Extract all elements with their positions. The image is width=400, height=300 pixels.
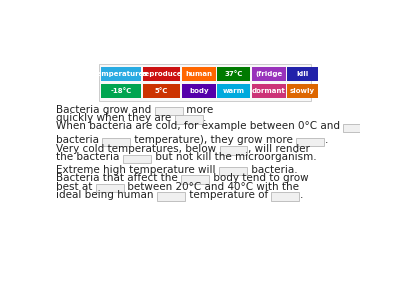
Text: warm: warm [223, 88, 245, 94]
Text: .: . [300, 190, 303, 200]
Text: (fridge: (fridge [255, 71, 282, 77]
Text: temperature), they grow more: temperature), they grow more [131, 135, 296, 145]
Text: more: more [183, 104, 214, 115]
Text: between 20°C and 40°C with the: between 20°C and 40°C with the [124, 182, 300, 191]
Text: but not kill the microorganism.: but not kill the microorganism. [152, 152, 316, 162]
FancyBboxPatch shape [143, 67, 180, 81]
FancyBboxPatch shape [182, 67, 216, 81]
Text: 37°C: 37°C [224, 71, 243, 77]
Text: .: . [203, 113, 207, 123]
FancyBboxPatch shape [175, 115, 202, 124]
Text: Bacteria that affect the: Bacteria that affect the [56, 173, 181, 183]
Text: .: . [325, 135, 328, 145]
FancyBboxPatch shape [219, 167, 247, 176]
Text: ideal being human: ideal being human [56, 190, 157, 200]
Text: temperatures: temperatures [94, 71, 149, 77]
Text: kill: kill [296, 71, 309, 77]
FancyBboxPatch shape [182, 84, 216, 98]
Text: Bacteria grow and: Bacteria grow and [56, 104, 155, 115]
Text: dormant: dormant [252, 88, 286, 94]
Text: the bacteria: the bacteria [56, 152, 123, 162]
FancyBboxPatch shape [287, 67, 318, 81]
FancyBboxPatch shape [102, 138, 130, 146]
Text: slowly: slowly [290, 88, 315, 94]
Text: When bacteria are cold, for example between 0°C and: When bacteria are cold, for example betw… [56, 122, 344, 131]
FancyBboxPatch shape [99, 64, 311, 101]
FancyBboxPatch shape [96, 184, 124, 192]
FancyBboxPatch shape [296, 138, 324, 146]
Text: Very cold temperatures, below: Very cold temperatures, below [56, 144, 220, 154]
FancyBboxPatch shape [157, 192, 185, 201]
Text: 5°C: 5°C [155, 88, 168, 94]
FancyBboxPatch shape [218, 67, 250, 81]
Text: best at: best at [56, 182, 96, 191]
Text: human: human [185, 71, 212, 77]
FancyBboxPatch shape [218, 84, 250, 98]
FancyBboxPatch shape [220, 146, 248, 154]
FancyBboxPatch shape [252, 84, 286, 98]
Text: reproduce: reproduce [141, 71, 182, 77]
Text: , will render: , will render [248, 144, 310, 154]
Text: bacteria: bacteria [56, 135, 102, 145]
Text: bacteria.: bacteria. [248, 165, 297, 175]
FancyBboxPatch shape [123, 154, 151, 163]
Text: -18°C: -18°C [111, 88, 132, 94]
Text: temperature of: temperature of [186, 190, 271, 200]
FancyBboxPatch shape [101, 67, 142, 81]
Text: Extreme high temperature will: Extreme high temperature will [56, 165, 219, 175]
FancyBboxPatch shape [252, 67, 286, 81]
FancyBboxPatch shape [143, 84, 180, 98]
FancyBboxPatch shape [287, 84, 318, 98]
FancyBboxPatch shape [181, 176, 209, 184]
Text: body: body [189, 88, 209, 94]
FancyBboxPatch shape [101, 84, 142, 98]
Text: body tend to grow: body tend to grow [210, 173, 308, 183]
FancyBboxPatch shape [155, 107, 182, 115]
FancyBboxPatch shape [344, 124, 371, 132]
Text: quickly when they are: quickly when they are [56, 113, 175, 123]
FancyBboxPatch shape [271, 192, 299, 201]
